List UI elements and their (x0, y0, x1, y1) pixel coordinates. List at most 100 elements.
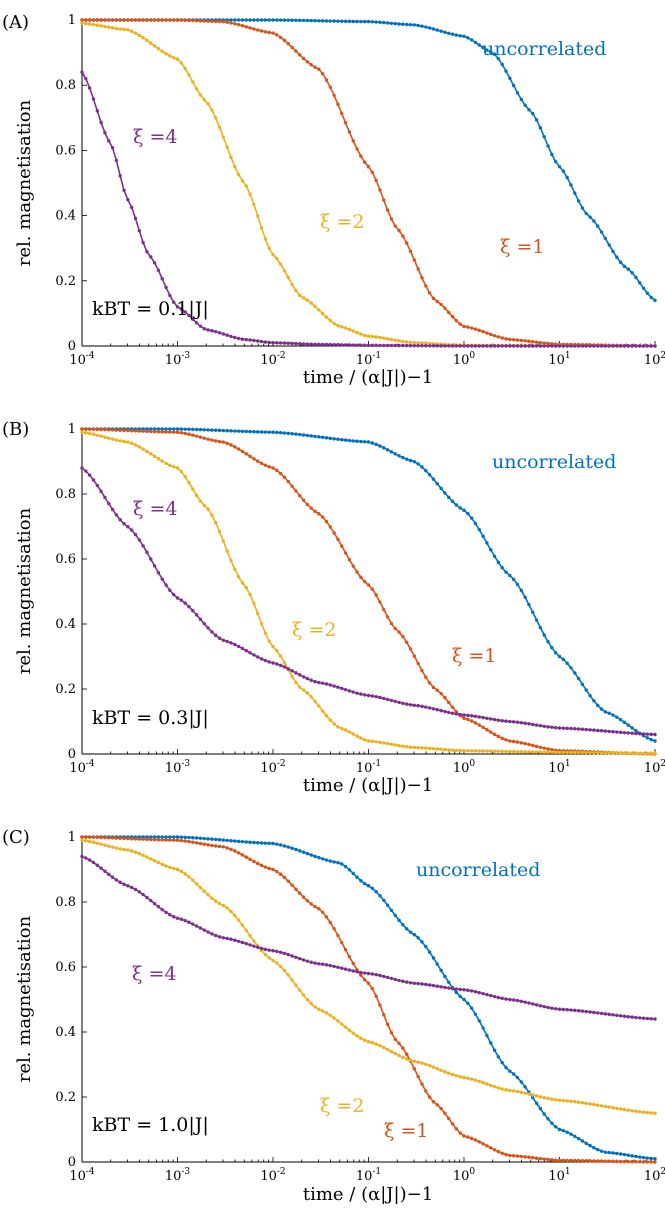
data-point (531, 111, 535, 116)
data-point (282, 968, 287, 973)
data-point (225, 145, 229, 150)
data-point (240, 581, 245, 585)
data-point (362, 978, 367, 982)
data-point (336, 965, 340, 969)
data-point (508, 719, 512, 724)
data-point (615, 751, 619, 755)
data-point (141, 853, 145, 857)
x-tick-label: 10-2 (260, 759, 285, 776)
data-point (405, 745, 409, 749)
x-axis-title-b: time / (α|J|)−1 (303, 775, 433, 796)
data-point (527, 750, 531, 754)
data-point (221, 332, 226, 336)
data-point (156, 860, 161, 865)
data-point (137, 538, 141, 542)
data-point (114, 846, 119, 850)
data-point (435, 299, 439, 304)
data-point (198, 324, 203, 328)
data-point (599, 751, 604, 755)
data-point (374, 335, 378, 339)
data-point (206, 437, 210, 441)
data-point (202, 928, 206, 932)
data-point (187, 875, 191, 879)
data-point (596, 224, 600, 228)
data-point (259, 461, 264, 465)
data-point (313, 18, 317, 23)
data-point (645, 732, 650, 736)
data-point (317, 680, 321, 685)
data-point (202, 889, 206, 893)
data-point (343, 687, 348, 692)
data-point (206, 428, 210, 432)
data-point (351, 732, 355, 736)
data-point (653, 739, 657, 743)
data-point (298, 493, 302, 498)
data-point (515, 998, 520, 1003)
data-point (645, 1110, 650, 1115)
data-point (580, 750, 585, 755)
data-point (504, 1065, 508, 1070)
data-point (164, 838, 168, 842)
data-point (412, 932, 417, 937)
data-point (118, 18, 122, 22)
data-point (95, 863, 99, 867)
data-point (420, 344, 424, 348)
data-point (489, 50, 493, 54)
data-point (141, 544, 145, 548)
data-point (305, 502, 310, 507)
data-point (286, 431, 290, 436)
data-point (542, 1157, 546, 1161)
data-point (439, 985, 443, 989)
data-point (584, 750, 588, 755)
data-point (515, 1089, 520, 1094)
data-point (626, 723, 630, 727)
data-point (611, 249, 615, 254)
data-point (523, 1000, 527, 1004)
data-point (191, 836, 195, 840)
data-point (523, 339, 527, 343)
data-point (343, 864, 348, 869)
data-point (412, 258, 417, 262)
data-point (118, 836, 122, 840)
data-point (450, 711, 455, 715)
data-point (454, 990, 459, 995)
data-point (420, 668, 424, 673)
data-point (129, 18, 134, 22)
data-point (420, 982, 424, 986)
data-point (248, 857, 252, 861)
data-point (362, 333, 367, 338)
data-point (634, 728, 638, 733)
data-point (496, 344, 501, 348)
data-point (290, 282, 294, 287)
data-point (473, 344, 478, 348)
data-point (221, 936, 226, 940)
data-point (569, 344, 573, 348)
data-point (603, 1104, 608, 1109)
data-point (439, 29, 443, 33)
data-point (225, 936, 229, 941)
data-point (267, 866, 271, 871)
data-point (641, 751, 646, 755)
data-point (412, 981, 417, 985)
data-point (408, 340, 413, 345)
data-point (175, 596, 180, 600)
data-point (382, 607, 386, 612)
data-point (596, 1103, 600, 1107)
data-point (133, 887, 138, 892)
data-point (129, 849, 134, 853)
data-point (489, 1146, 493, 1150)
data-point (91, 840, 96, 844)
data-point (634, 1160, 638, 1164)
data-point (450, 344, 455, 348)
data-point (634, 1015, 638, 1020)
data-point (351, 1031, 355, 1035)
data-point (538, 1095, 543, 1099)
data-point (443, 491, 447, 495)
data-point (546, 750, 550, 754)
data-point (122, 27, 126, 32)
data-point (473, 990, 478, 994)
data-point (278, 663, 283, 668)
data-point (145, 835, 149, 839)
data-point (412, 343, 417, 348)
data-point (588, 728, 592, 732)
